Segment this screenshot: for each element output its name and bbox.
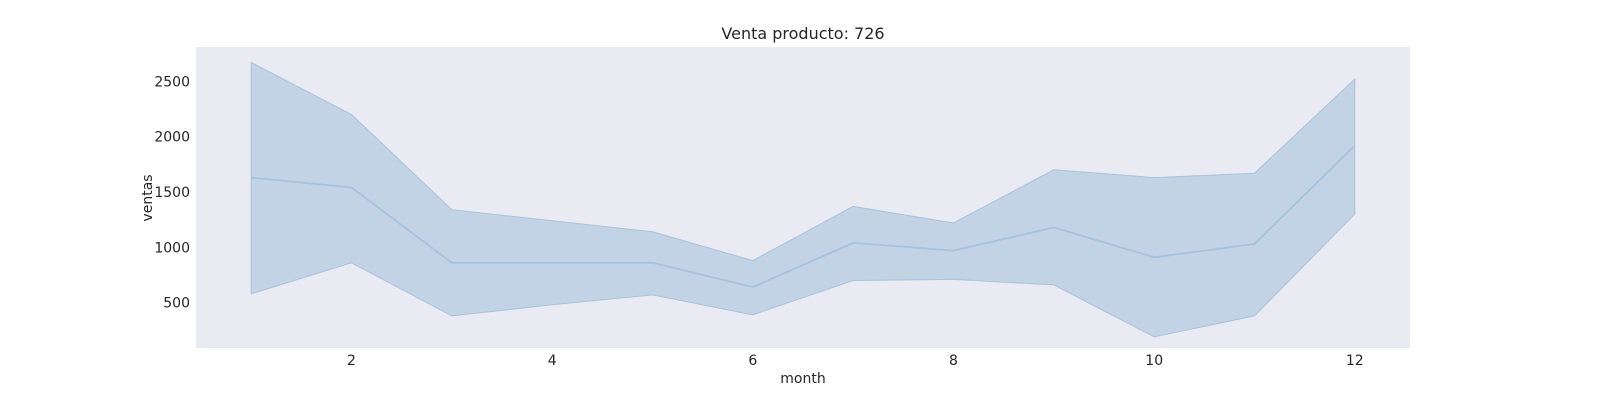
chart-title: Venta producto: 726 <box>721 24 884 43</box>
y-tick-label: 2500 <box>154 74 190 90</box>
y-tick-label: 1000 <box>154 240 190 256</box>
series-line <box>251 144 1356 289</box>
x-axis-label: month <box>780 371 825 387</box>
line-layer <box>251 144 1356 289</box>
x-tick-labels: 2 4 6 8 10 12 <box>347 353 1364 369</box>
x-tick-label: 6 <box>748 353 757 369</box>
x-tick-label: 10 <box>1145 353 1163 369</box>
y-axis-label: ventas <box>140 174 156 221</box>
y-tick-labels: 500 1000 1500 2000 2500 <box>154 74 190 311</box>
x-tick-label: 8 <box>949 353 958 369</box>
x-tick-label: 2 <box>347 353 356 369</box>
y-tick-label: 2000 <box>154 130 190 146</box>
y-tick-label: 1500 <box>154 185 190 201</box>
confidence-band <box>250 61 1356 338</box>
x-tick-label: 12 <box>1346 353 1364 369</box>
confidence-band-layer <box>250 61 1356 338</box>
y-tick-label: 500 <box>163 296 190 312</box>
x-tick-label: 4 <box>548 353 557 369</box>
